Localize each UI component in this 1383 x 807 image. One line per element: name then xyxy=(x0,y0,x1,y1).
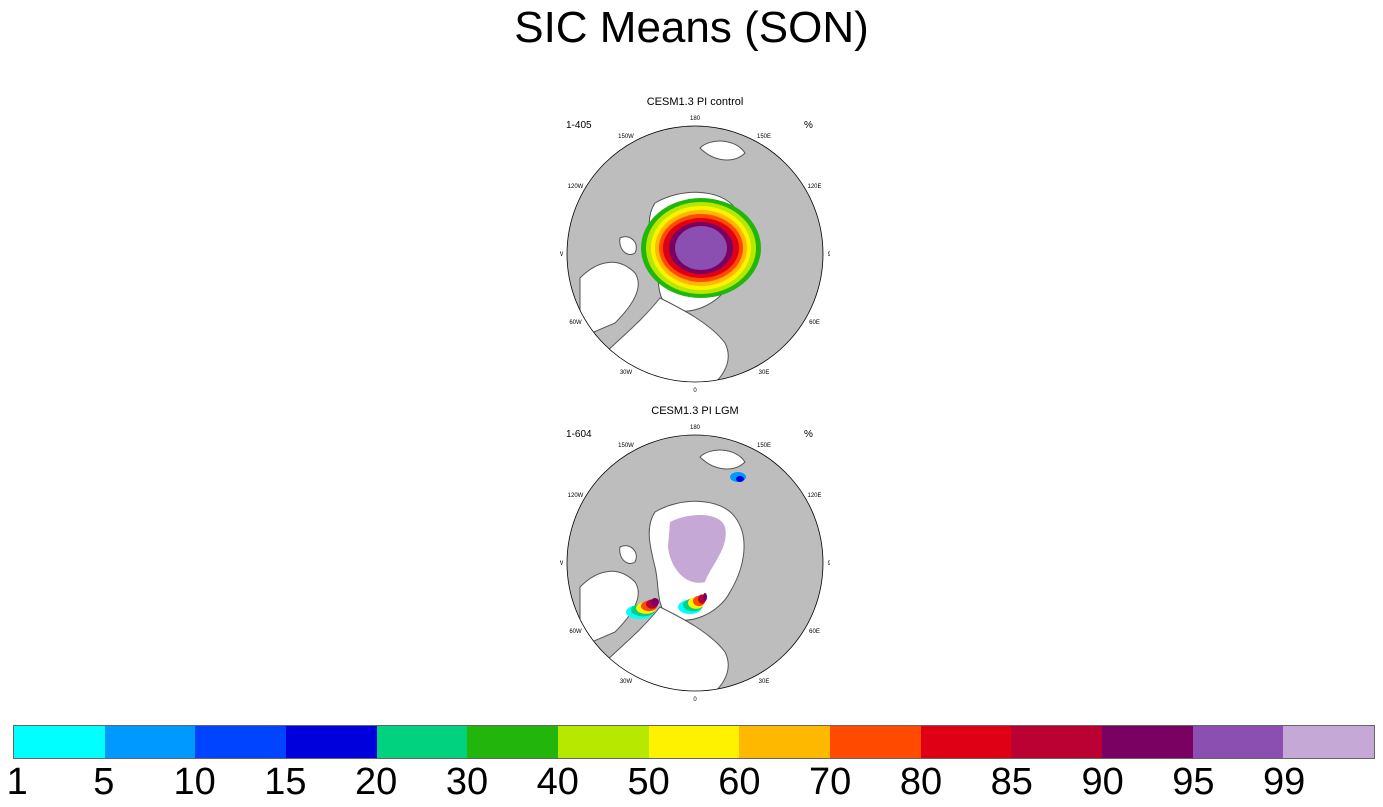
panel-title: CESM1.3 PI control xyxy=(646,96,744,108)
longitude-label: 90W xyxy=(560,252,564,258)
longitude-label: 30E xyxy=(759,679,770,685)
colorbar-swatch xyxy=(830,726,921,758)
longitude-label: 150E xyxy=(757,443,771,449)
colorbar-tick-label: 10 xyxy=(173,761,216,803)
longitude-label: 180 xyxy=(690,116,701,122)
longitude-label: 60W xyxy=(569,629,582,635)
longitude-label: 90E xyxy=(828,252,830,258)
colorbar-swatch xyxy=(1283,726,1375,758)
map-panel-pi-control: CESM1.3 PI control 1-405 % 180 150E 120E 90… xyxy=(560,96,830,396)
longitude-label: 150W xyxy=(618,443,634,449)
map-panel-pi-lgm: CESM1.3 PI LGM 1-604 % 180 150E 120E 90E 60E… xyxy=(560,405,830,705)
colorbar-tick-label: 50 xyxy=(627,761,670,803)
colorbar-tick-label: 60 xyxy=(718,761,761,803)
longitude-label: 150W xyxy=(618,134,634,140)
longitude-label: 90E xyxy=(828,561,830,567)
longitude-label: 180 xyxy=(690,425,701,431)
longitude-label: 150E xyxy=(757,134,771,140)
panel-left-label: 1-604 xyxy=(566,429,592,440)
longitude-label: 120E xyxy=(808,493,822,499)
colorbar-swatch xyxy=(739,726,831,758)
longitude-label: 30W xyxy=(620,679,633,685)
colorbar-tick-label: 90 xyxy=(1081,761,1124,803)
colorbar-labels: 1 5 10 15 20 30 40 50 60 70 80 85 90 95 99 xyxy=(0,760,1383,805)
colorbar-swatch xyxy=(1102,726,1193,758)
longitude-label: 120W xyxy=(568,184,584,190)
colorbar-tick-label: 20 xyxy=(355,761,398,803)
panel-left-label: 1-405 xyxy=(566,120,592,131)
colorbar-tick-label: 15 xyxy=(264,761,307,803)
colorbar-swatch xyxy=(286,726,377,758)
colorbar-tick-label: 1 xyxy=(6,761,28,803)
colorbar-tick-label: 5 xyxy=(93,761,115,803)
colorbar-tick-label: 70 xyxy=(809,761,852,803)
colorbar-swatch xyxy=(467,726,559,758)
colorbar xyxy=(13,725,1375,759)
colorbar-tick-label: 40 xyxy=(536,761,579,803)
longitude-label: 30W xyxy=(620,370,633,376)
colorbar-swatch xyxy=(648,726,740,758)
colorbar-tick-label: 30 xyxy=(445,761,489,803)
panel-title: CESM1.3 PI LGM xyxy=(651,405,739,417)
colorbar-tick-label: 85 xyxy=(990,761,1033,803)
panel-units-label: % xyxy=(804,120,813,131)
longitude-label: 120E xyxy=(808,184,822,190)
longitude-label: 90W xyxy=(560,561,564,567)
longitude-label: 30E xyxy=(759,370,770,376)
colorbar-swatch xyxy=(1011,726,1103,758)
colorbar-swatch xyxy=(376,726,468,758)
colorbar-swatch xyxy=(104,726,196,758)
panel-units-label: % xyxy=(804,429,813,440)
longitude-label: 0 xyxy=(693,388,697,394)
colorbar-swatch xyxy=(1192,726,1284,758)
colorbar-swatch xyxy=(558,726,649,758)
longitude-label: 60W xyxy=(569,320,582,326)
polar-map: 180 150E 120E 90E 60E 30E 0 30W 60W 90W 120W 150W xyxy=(560,116,830,394)
longitude-label: 60E xyxy=(809,629,820,635)
colorbar-tick-label: 95 xyxy=(1172,761,1215,803)
longitude-label: 120W xyxy=(568,493,584,499)
longitude-label: 0 xyxy=(693,697,697,703)
polar-map: 180 150E 120E 90E 60E 30E 0 30W 60W 90W 120W 150W xyxy=(560,425,830,703)
figure-title: SIC Means (SON) xyxy=(514,3,869,52)
colorbar-swatch xyxy=(14,726,105,758)
colorbar-swatch xyxy=(195,726,287,758)
colorbar-tick-label: 99 xyxy=(1263,761,1306,803)
longitude-label: 60E xyxy=(809,320,820,326)
colorbar-swatch xyxy=(920,726,1012,758)
colorbar-tick-label: 80 xyxy=(899,761,943,803)
